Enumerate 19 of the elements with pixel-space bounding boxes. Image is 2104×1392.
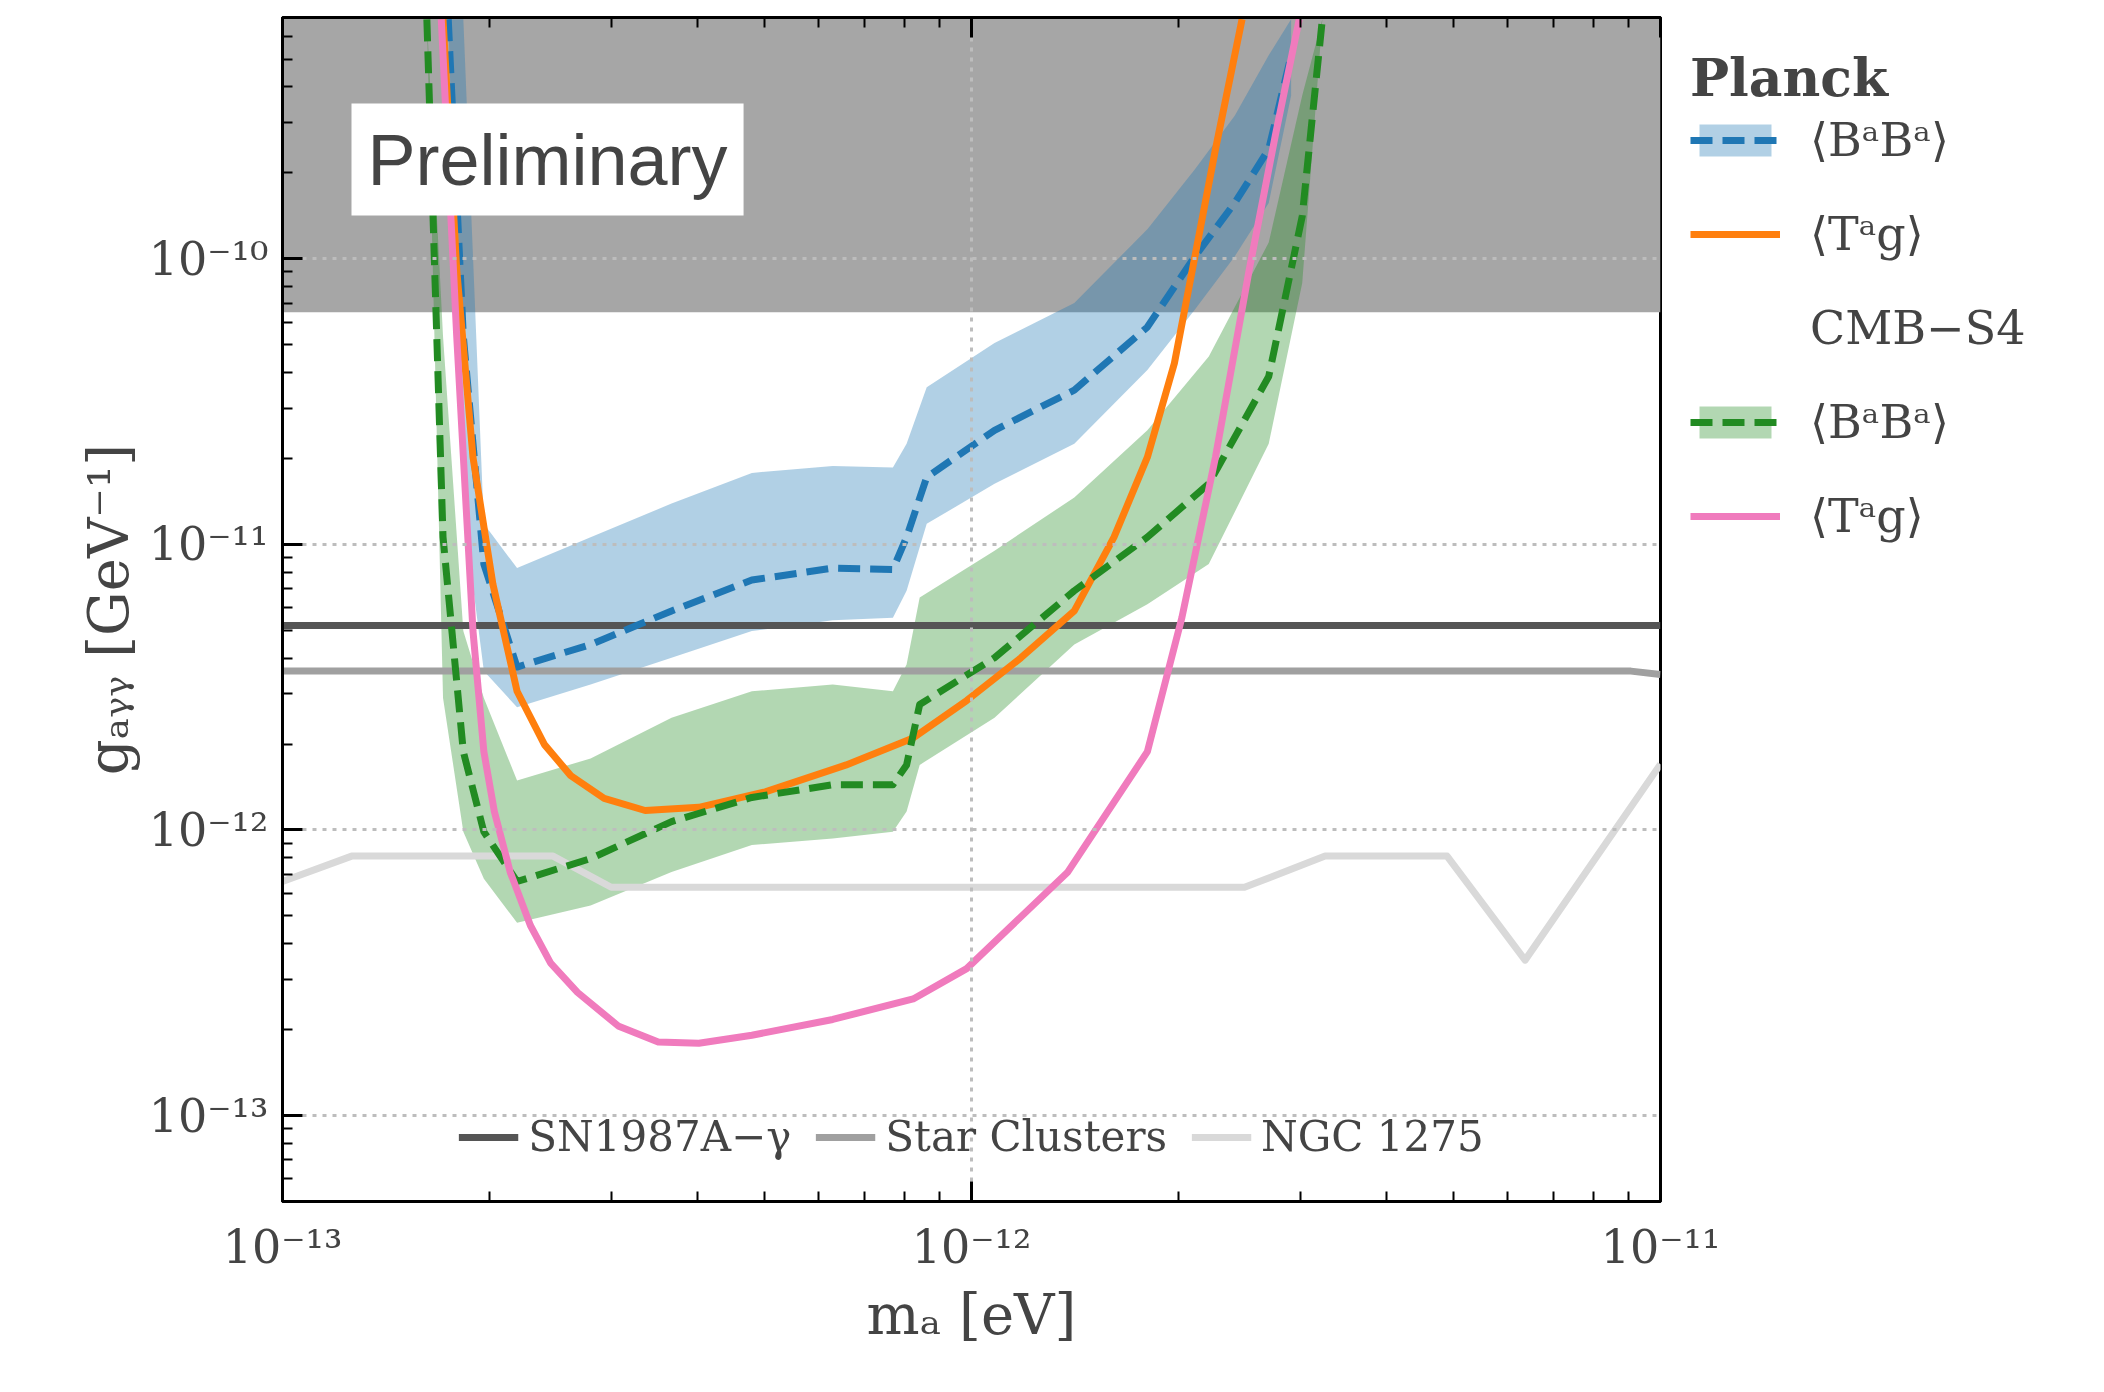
legend-label: ⟨Tᵃg⟩ [1810,207,1924,261]
y-tick-label: 10⁻¹³ [148,1088,269,1143]
legend-label: SN1987A−γ [528,1112,792,1161]
y-tick-label: 10⁻¹² [148,802,269,857]
legend-label: ⟨BᵃBᵃ⟩ [1810,113,1949,167]
text: CMB−S4 [1810,301,2026,355]
x-tick-label: 10⁻¹² [911,1219,1032,1274]
x-axis-title: mₐ [eV] [866,1281,1077,1347]
y-tick-label: 10⁻¹⁰ [148,231,269,286]
legend-label: ⟨Tᵃg⟩ [1810,489,1924,543]
annotation: Preliminary [367,119,728,200]
y-tick-label: 10⁻¹¹ [148,517,269,572]
y-axis-title: gₐᵧᵧ [GeV⁻¹] [75,443,141,776]
x-tick-label: 10⁻¹³ [222,1219,343,1274]
x-tick-label: 10⁻¹¹ [1600,1219,1721,1274]
legend-label: NGC 1275 [1261,1112,1484,1161]
text: Planck [1690,47,1890,108]
legend-label: ⟨BᵃBᵃ⟩ [1810,395,1949,449]
legend-label: Star Clusters [885,1112,1168,1161]
